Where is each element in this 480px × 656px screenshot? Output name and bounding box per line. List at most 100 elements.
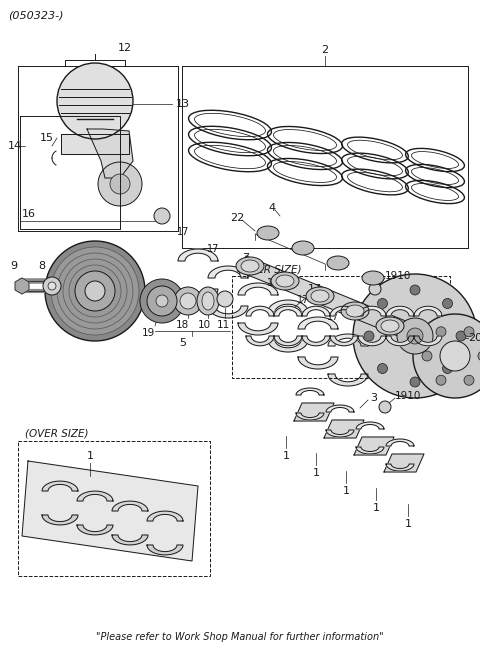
Polygon shape bbox=[414, 306, 442, 316]
Polygon shape bbox=[42, 515, 78, 525]
Ellipse shape bbox=[346, 305, 364, 317]
Ellipse shape bbox=[202, 292, 214, 310]
Polygon shape bbox=[147, 545, 183, 555]
Ellipse shape bbox=[271, 272, 299, 290]
Circle shape bbox=[436, 327, 446, 337]
Text: 1: 1 bbox=[343, 486, 349, 496]
Ellipse shape bbox=[197, 287, 219, 315]
Polygon shape bbox=[358, 306, 386, 316]
Text: 11: 11 bbox=[216, 320, 229, 330]
Polygon shape bbox=[386, 464, 414, 471]
Ellipse shape bbox=[257, 226, 279, 240]
Polygon shape bbox=[274, 336, 302, 346]
Polygon shape bbox=[274, 306, 302, 316]
Text: "Please refer to Work Shop Manual for further information": "Please refer to Work Shop Manual for fu… bbox=[96, 632, 384, 642]
Text: 17: 17 bbox=[327, 312, 339, 322]
Text: 1: 1 bbox=[283, 451, 289, 461]
Polygon shape bbox=[354, 437, 394, 455]
Ellipse shape bbox=[276, 275, 294, 287]
Text: 17: 17 bbox=[237, 261, 249, 271]
Text: 9: 9 bbox=[10, 261, 17, 271]
Text: 7: 7 bbox=[242, 253, 249, 263]
Text: 17: 17 bbox=[177, 227, 189, 237]
Circle shape bbox=[110, 174, 130, 194]
Circle shape bbox=[413, 314, 480, 398]
Text: 1: 1 bbox=[372, 503, 380, 513]
Circle shape bbox=[456, 331, 466, 341]
Ellipse shape bbox=[327, 256, 349, 270]
Polygon shape bbox=[246, 336, 274, 346]
Text: 6: 6 bbox=[118, 261, 125, 271]
Text: 2: 2 bbox=[322, 45, 329, 55]
Circle shape bbox=[75, 271, 115, 311]
Polygon shape bbox=[324, 420, 364, 438]
Circle shape bbox=[464, 327, 474, 337]
Polygon shape bbox=[268, 300, 308, 312]
Polygon shape bbox=[298, 357, 338, 369]
Text: 20: 20 bbox=[468, 333, 480, 343]
Text: (OVER SIZE): (OVER SIZE) bbox=[25, 428, 88, 438]
Text: 10: 10 bbox=[197, 320, 211, 330]
Circle shape bbox=[43, 277, 61, 295]
Polygon shape bbox=[414, 336, 442, 346]
Polygon shape bbox=[15, 278, 29, 294]
Polygon shape bbox=[87, 129, 133, 178]
Circle shape bbox=[478, 351, 480, 361]
Circle shape bbox=[464, 375, 474, 385]
Polygon shape bbox=[178, 249, 218, 261]
Text: 18: 18 bbox=[175, 320, 189, 330]
Text: 17: 17 bbox=[297, 295, 309, 305]
Text: 17: 17 bbox=[207, 244, 219, 254]
Text: 1910: 1910 bbox=[395, 391, 421, 401]
Text: 12: 12 bbox=[118, 43, 132, 53]
Polygon shape bbox=[268, 340, 308, 352]
Ellipse shape bbox=[376, 317, 404, 335]
Polygon shape bbox=[246, 306, 274, 316]
Text: 16: 16 bbox=[22, 209, 36, 219]
Text: 17: 17 bbox=[267, 278, 279, 288]
Text: 13: 13 bbox=[176, 99, 190, 109]
Ellipse shape bbox=[306, 287, 334, 305]
Circle shape bbox=[154, 208, 170, 224]
Circle shape bbox=[410, 285, 420, 295]
Polygon shape bbox=[330, 306, 358, 316]
Text: 14: 14 bbox=[8, 141, 22, 151]
Circle shape bbox=[369, 283, 381, 295]
Polygon shape bbox=[296, 388, 324, 395]
Circle shape bbox=[407, 328, 423, 344]
Circle shape bbox=[156, 295, 168, 307]
Circle shape bbox=[443, 363, 453, 373]
Circle shape bbox=[45, 241, 145, 341]
Circle shape bbox=[443, 298, 453, 308]
Polygon shape bbox=[112, 535, 148, 545]
Polygon shape bbox=[386, 306, 414, 316]
Circle shape bbox=[377, 298, 387, 308]
Polygon shape bbox=[356, 422, 384, 429]
Polygon shape bbox=[112, 501, 148, 511]
Circle shape bbox=[379, 401, 391, 413]
Polygon shape bbox=[42, 481, 78, 491]
Circle shape bbox=[69, 265, 121, 317]
Polygon shape bbox=[208, 306, 248, 318]
Polygon shape bbox=[61, 134, 129, 154]
Polygon shape bbox=[328, 334, 368, 346]
Text: 8: 8 bbox=[38, 261, 46, 271]
Circle shape bbox=[48, 282, 56, 290]
Polygon shape bbox=[386, 336, 414, 346]
Polygon shape bbox=[296, 413, 324, 420]
Text: 15: 15 bbox=[40, 133, 54, 143]
Polygon shape bbox=[386, 439, 414, 446]
Circle shape bbox=[57, 63, 133, 139]
Text: 19: 19 bbox=[142, 328, 155, 338]
Circle shape bbox=[147, 286, 177, 316]
Text: (OVER SIZE): (OVER SIZE) bbox=[238, 264, 301, 274]
Ellipse shape bbox=[311, 290, 329, 302]
Circle shape bbox=[180, 293, 196, 309]
Polygon shape bbox=[238, 256, 418, 341]
Polygon shape bbox=[238, 283, 278, 295]
Text: 17: 17 bbox=[308, 284, 322, 294]
Text: 22: 22 bbox=[230, 213, 244, 223]
Polygon shape bbox=[77, 491, 113, 501]
Text: 5: 5 bbox=[180, 338, 187, 348]
Ellipse shape bbox=[236, 257, 264, 275]
